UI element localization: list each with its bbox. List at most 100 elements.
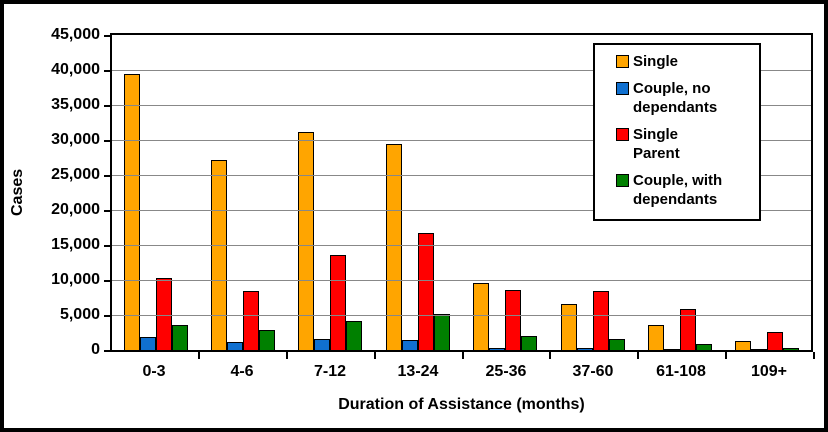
bar bbox=[243, 291, 260, 350]
legend-label: Couple, with dependants bbox=[633, 172, 723, 208]
bar-group-4-6 bbox=[199, 35, 286, 350]
bar bbox=[346, 321, 363, 350]
gridline bbox=[112, 140, 811, 141]
y-axis-title: Cases bbox=[9, 168, 26, 217]
y-tick-label: 40,000 bbox=[51, 61, 100, 78]
legend-item: Couple, no dependants bbox=[616, 79, 753, 117]
y-tick-label: 30,000 bbox=[51, 131, 100, 148]
bar bbox=[171, 325, 188, 350]
bar bbox=[298, 132, 315, 350]
bar-group-37-60 bbox=[549, 35, 636, 350]
legend-item: Single bbox=[616, 52, 753, 71]
bar bbox=[735, 341, 752, 350]
bar bbox=[679, 309, 696, 350]
bar bbox=[505, 290, 522, 350]
legend-label: Single Parent bbox=[633, 126, 680, 162]
x-tick-label: 61-108 bbox=[656, 363, 706, 380]
bar bbox=[433, 314, 450, 350]
bar-group-109+ bbox=[724, 35, 811, 350]
bar bbox=[155, 278, 172, 350]
legend-swatch-icon bbox=[616, 55, 629, 68]
gridline bbox=[112, 315, 811, 316]
x-axis-tick bbox=[549, 352, 551, 359]
bar-group-0-3 bbox=[112, 35, 199, 350]
y-axis-tick bbox=[104, 35, 111, 37]
gridline bbox=[112, 210, 811, 211]
bar bbox=[560, 304, 577, 350]
bar bbox=[576, 348, 593, 350]
x-axis-tick bbox=[286, 352, 288, 359]
bar bbox=[330, 255, 347, 350]
bar bbox=[767, 332, 784, 350]
legend: Single Couple, no dependants Single Parent Co… bbox=[593, 43, 761, 221]
bar-group-13-24 bbox=[374, 35, 461, 350]
bar bbox=[695, 344, 712, 350]
legend-swatch-icon bbox=[616, 82, 629, 95]
x-tick-label: 13-24 bbox=[397, 363, 439, 380]
bar bbox=[211, 160, 228, 350]
bar bbox=[473, 283, 490, 350]
x-tick-label: 37-60 bbox=[572, 363, 614, 380]
bar bbox=[647, 325, 664, 350]
legend-label: Single bbox=[633, 53, 679, 70]
y-tick-label: 35,000 bbox=[51, 96, 100, 113]
y-tick-label: 45,000 bbox=[51, 26, 100, 43]
y-axis-tick bbox=[104, 105, 111, 107]
bar-group-61-108 bbox=[636, 35, 723, 350]
bars-layer bbox=[112, 35, 811, 350]
x-axis-title: Duration of Assistance (months) bbox=[338, 396, 585, 413]
y-tick-label: 15,000 bbox=[51, 236, 100, 253]
gridline bbox=[112, 175, 811, 176]
y-tick-label: 10,000 bbox=[51, 271, 100, 288]
legend-swatch-icon bbox=[616, 128, 629, 141]
bar bbox=[123, 74, 140, 350]
legend-item: Couple, with dependants bbox=[616, 171, 753, 209]
bar bbox=[608, 339, 625, 350]
legend-swatch-icon bbox=[616, 174, 629, 187]
x-axis-tick bbox=[374, 352, 376, 359]
y-axis-tick bbox=[104, 350, 111, 352]
y-tick-label: 0 bbox=[91, 341, 100, 358]
bar bbox=[139, 337, 156, 350]
gridline bbox=[112, 280, 811, 281]
x-axis-tick bbox=[637, 352, 639, 359]
bar-group-25-36 bbox=[462, 35, 549, 350]
x-axis-tick bbox=[462, 352, 464, 359]
x-axis-tick bbox=[725, 352, 727, 359]
legend-item: Single Parent bbox=[616, 125, 753, 163]
bar bbox=[751, 349, 768, 350]
y-axis-tick bbox=[104, 70, 111, 72]
y-axis-tick bbox=[104, 175, 111, 177]
y-axis-tick bbox=[104, 210, 111, 212]
gridline bbox=[112, 105, 811, 106]
bar bbox=[417, 233, 434, 350]
bar bbox=[783, 348, 800, 350]
x-axis-tick bbox=[198, 352, 200, 359]
bar bbox=[592, 291, 609, 350]
y-tick-label: 5,000 bbox=[59, 306, 100, 323]
y-axis-tick bbox=[104, 140, 111, 142]
x-tick-label: 4-6 bbox=[230, 363, 254, 380]
x-axis-tick bbox=[813, 352, 815, 359]
bar bbox=[314, 339, 331, 350]
gridline bbox=[112, 70, 811, 71]
bar bbox=[663, 349, 680, 350]
bar bbox=[521, 336, 538, 350]
y-axis-tick bbox=[104, 280, 111, 282]
y-axis-tick bbox=[104, 245, 111, 247]
legend-label: Couple, no dependants bbox=[633, 80, 718, 116]
y-axis-tick bbox=[104, 315, 111, 317]
bar bbox=[227, 342, 244, 350]
x-tick-label: 0-3 bbox=[142, 363, 166, 380]
bar bbox=[259, 330, 276, 350]
x-tick-label: 7-12 bbox=[313, 363, 347, 380]
bar bbox=[385, 144, 402, 350]
bar bbox=[489, 348, 506, 350]
bar-group-7-12 bbox=[287, 35, 374, 350]
gridline bbox=[112, 245, 811, 246]
x-tick-label: 109+ bbox=[750, 363, 788, 380]
x-tick-label: 25-36 bbox=[485, 363, 527, 380]
y-tick-label: 25,000 bbox=[51, 166, 100, 183]
y-tick-label: 20,000 bbox=[51, 201, 100, 218]
